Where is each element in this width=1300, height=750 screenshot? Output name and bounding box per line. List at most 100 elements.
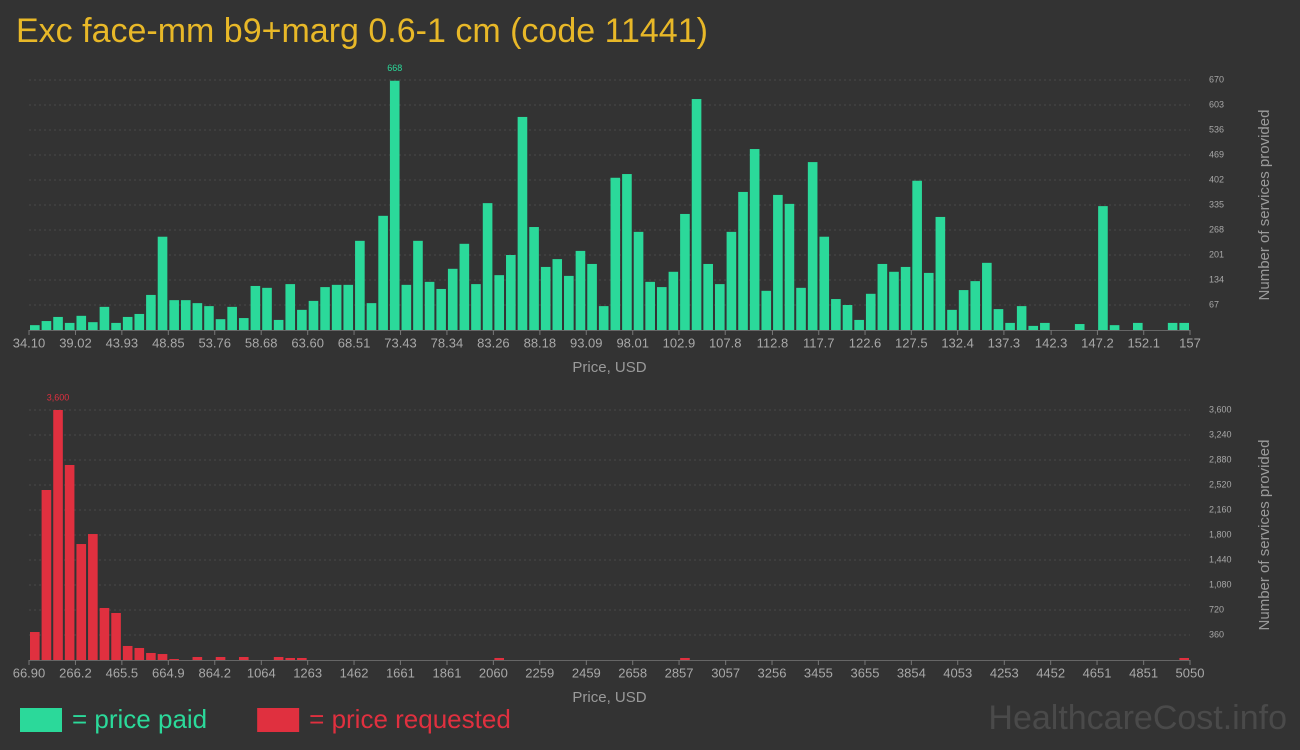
- x-tick-label: 157: [1179, 335, 1201, 350]
- x-tick-label: 2259: [525, 665, 554, 680]
- y-tick-label: 134: [1209, 274, 1224, 284]
- bar: [99, 306, 110, 330]
- bar: [714, 284, 725, 330]
- bar: [64, 465, 75, 660]
- y-tick-label: 536: [1209, 124, 1224, 134]
- bar: [668, 271, 679, 330]
- bar: [923, 272, 934, 330]
- legend-label: = price paid: [72, 704, 207, 734]
- bar: [552, 259, 563, 330]
- x-tick-label: 2658: [618, 665, 647, 680]
- x-tick-label: 88.18: [524, 335, 557, 350]
- bar: [134, 313, 145, 330]
- y-tick-label: 469: [1209, 149, 1224, 159]
- bar: [831, 299, 841, 330]
- bar: [215, 657, 226, 660]
- x-tick-label: 66.90: [13, 665, 46, 680]
- bar: [842, 305, 853, 330]
- x-axis-title: Price, USD: [572, 689, 646, 706]
- x-tick-label: 4253: [990, 665, 1019, 680]
- x-tick-label: 132.4: [941, 335, 974, 350]
- bar: [471, 284, 481, 330]
- bar: [575, 250, 586, 330]
- bar: [413, 240, 423, 330]
- x-tick-label: 73.43: [384, 335, 417, 350]
- x-tick-label: 4851: [1129, 665, 1158, 680]
- y-axis-title: Number of services provided: [1256, 440, 1273, 631]
- y-tick-label: 670: [1209, 74, 1224, 84]
- bar: [564, 275, 574, 330]
- x-tick-label: 53.76: [198, 335, 231, 350]
- bar: [41, 490, 52, 660]
- x-tick-label: 152.1: [1127, 335, 1160, 350]
- bar: [494, 657, 505, 660]
- x-tick-label: 93.09: [570, 335, 603, 350]
- bar: [238, 657, 249, 660]
- y-tick-label: 402: [1209, 174, 1224, 184]
- x-tick-label: 117.7: [803, 335, 835, 350]
- x-tick-label: 3256: [758, 665, 787, 680]
- x-tick-label: 122.6: [849, 335, 882, 350]
- y-axis-title: Number of services provided: [1256, 110, 1273, 301]
- bar: [447, 268, 458, 330]
- bar: [99, 607, 110, 660]
- bar: [250, 285, 261, 330]
- bar: [262, 287, 272, 330]
- x-tick-label: 34.10: [13, 335, 46, 350]
- x-tick-label: 48.85: [152, 335, 185, 350]
- x-tick-label: 266.2: [59, 665, 92, 680]
- bar: [459, 243, 470, 330]
- bar: [355, 240, 365, 330]
- y-tick-label: 2,880: [1209, 454, 1232, 464]
- x-tick-label: 1861: [433, 665, 462, 680]
- bar: [761, 290, 772, 330]
- bar: [982, 262, 992, 330]
- watermark: HealthcareCost.info: [988, 699, 1287, 737]
- bar: [482, 203, 493, 330]
- bar: [343, 284, 354, 330]
- bar: [773, 194, 783, 330]
- bar: [88, 534, 98, 660]
- bar: [146, 294, 156, 330]
- bar: [169, 659, 179, 660]
- bar: [749, 149, 760, 330]
- bar: [53, 410, 63, 660]
- bar: [517, 116, 528, 330]
- bar: [331, 284, 342, 330]
- bar: [146, 652, 156, 660]
- x-tick-label: 137.3: [988, 335, 1021, 350]
- bar: [1016, 306, 1027, 330]
- y-tick-label: 1,080: [1209, 579, 1232, 589]
- x-tick-label: 43.93: [106, 335, 139, 350]
- bar: [889, 271, 899, 330]
- legend-swatch: [257, 708, 300, 732]
- bar: [122, 645, 133, 660]
- bar: [622, 174, 632, 330]
- bar: [494, 275, 505, 330]
- bar: [1179, 322, 1189, 330]
- x-tick-label: 1661: [386, 665, 415, 680]
- y-tick-label: 201: [1209, 249, 1224, 259]
- bar: [1074, 324, 1085, 330]
- x-tick-label: 63.60: [291, 335, 324, 350]
- bar: [506, 255, 516, 330]
- bar: [273, 657, 284, 660]
- bar: [41, 321, 52, 330]
- x-tick-label: 2459: [572, 665, 601, 680]
- bar: [947, 309, 957, 330]
- x-tick-label: 4651: [1083, 665, 1112, 680]
- bar: [935, 216, 946, 330]
- bar: [297, 657, 307, 660]
- x-tick-label: 3854: [897, 665, 926, 680]
- bar: [819, 236, 830, 330]
- x-tick-label: 58.68: [245, 335, 278, 350]
- bar: [436, 288, 446, 330]
- bar: [297, 309, 307, 330]
- x-tick-label: 147.2: [1081, 335, 1114, 350]
- bar: [53, 316, 63, 330]
- bar: [122, 316, 133, 330]
- bar: [680, 213, 690, 330]
- y-tick-label: 3,600: [1209, 404, 1232, 414]
